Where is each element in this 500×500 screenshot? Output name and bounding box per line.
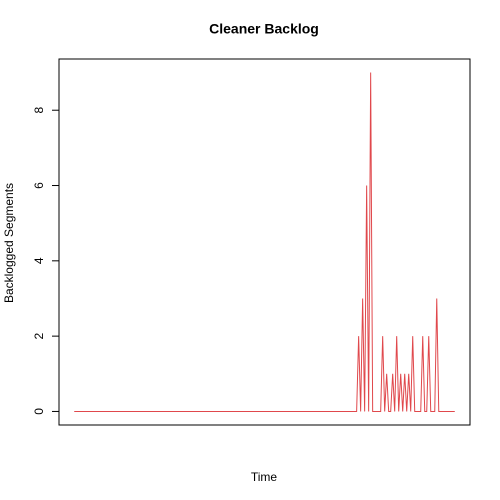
y-axis-label: Backlogged Segments bbox=[2, 183, 16, 303]
y-tick-label: 8 bbox=[32, 107, 46, 114]
y-tick-label: 0 bbox=[32, 408, 46, 415]
chart-title: Cleaner Backlog bbox=[209, 21, 319, 37]
y-tick-label: 2 bbox=[32, 332, 46, 339]
y-tick-label: 4 bbox=[32, 257, 46, 264]
data-line bbox=[74, 72, 455, 412]
x-axis-label: Time bbox=[251, 470, 278, 484]
plot-frame bbox=[58, 58, 471, 426]
y-tick-label: 6 bbox=[32, 182, 46, 189]
